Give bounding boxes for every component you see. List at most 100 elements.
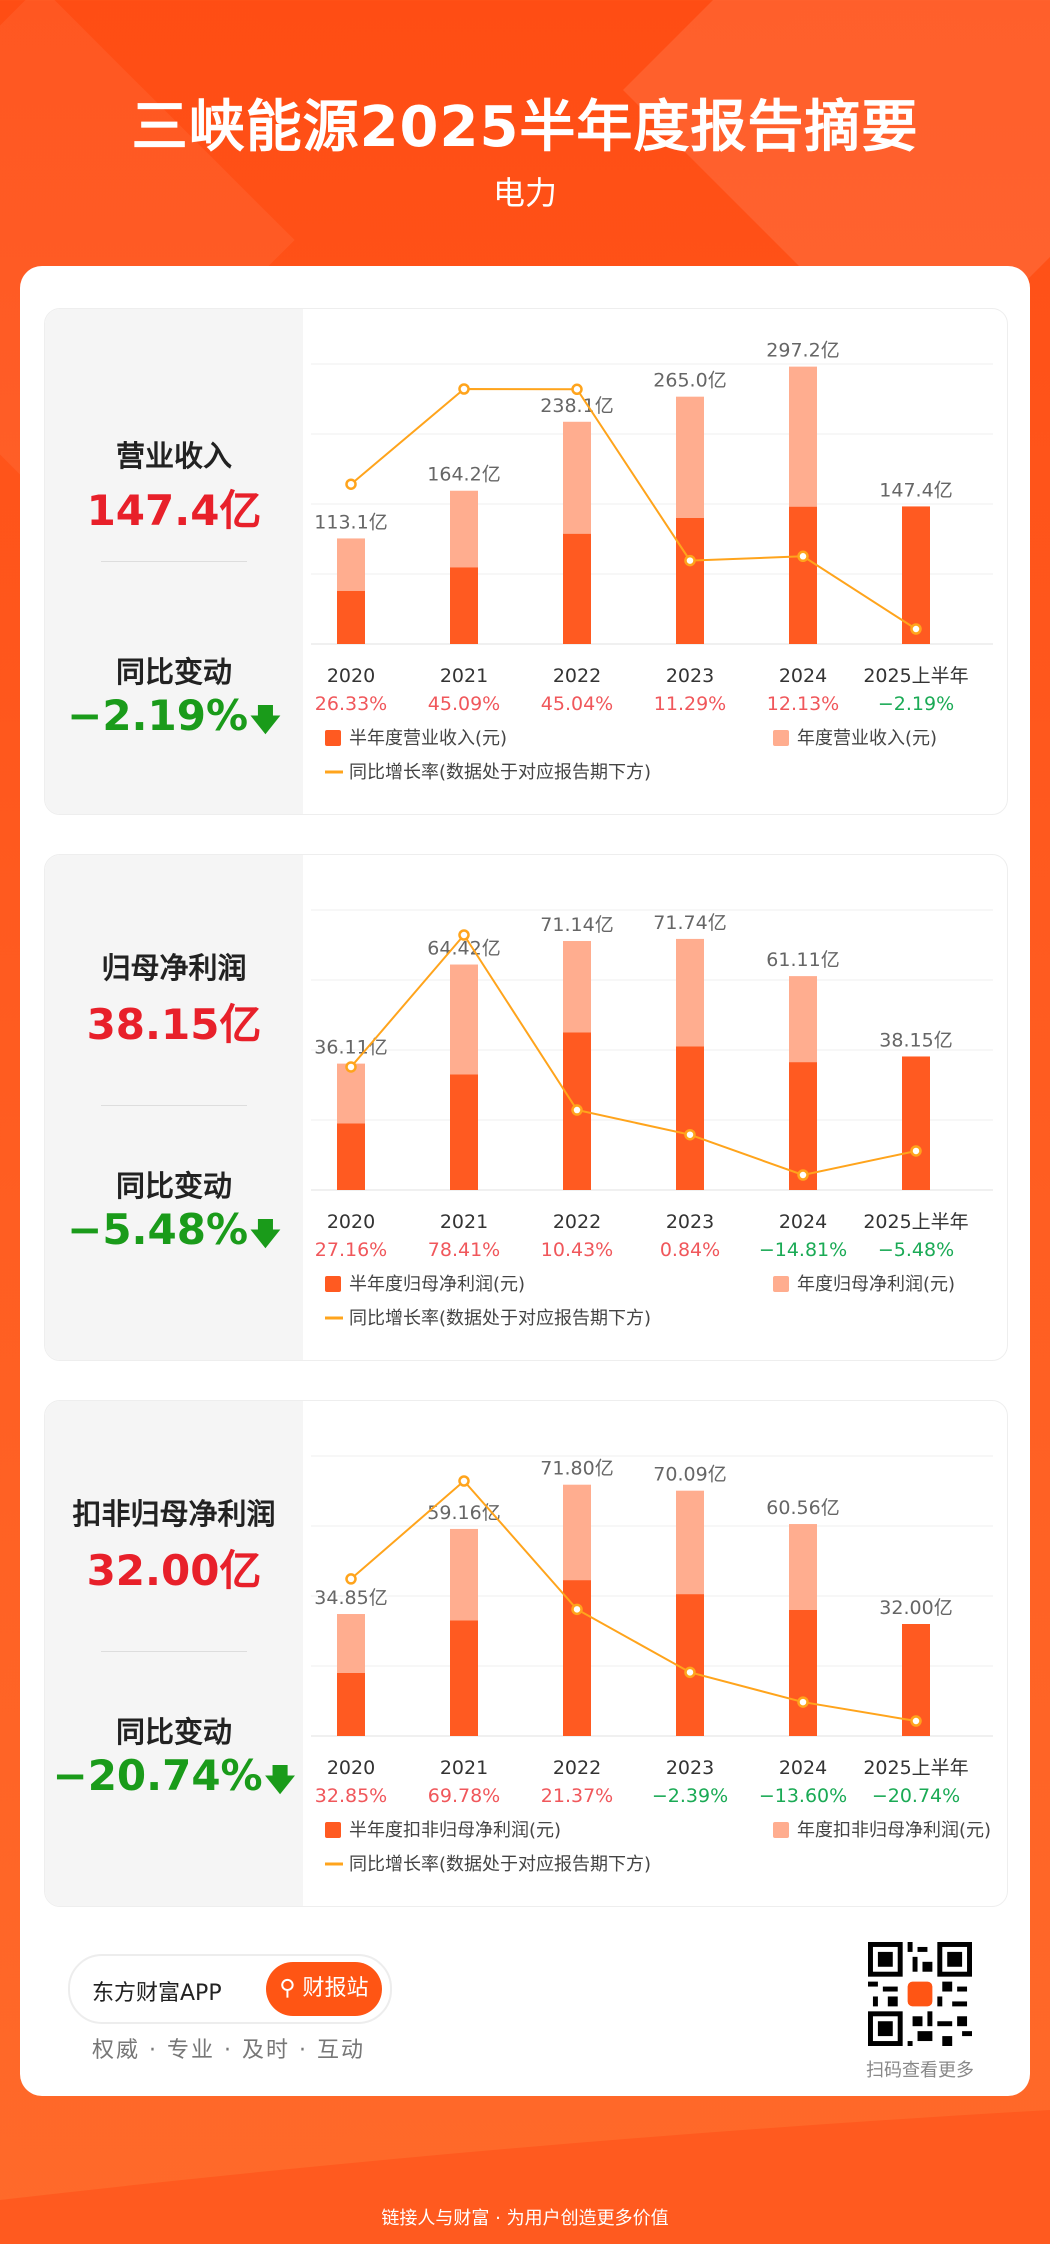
net-profit-panel: 归母净利润 38.15亿 同比变动 −5.48%🡇 36.11亿 2020 27.1…: [44, 854, 1008, 1361]
category-label: 2025上半年: [863, 665, 968, 687]
arrow-down-icon: 🡇: [250, 703, 281, 738]
bar-value-label: 265.0亿: [653, 370, 726, 392]
app-pill[interactable]: 东方财富APP ⚲ 财报站: [68, 1954, 392, 2024]
growth-label: 45.09%: [428, 693, 500, 715]
half-year-bar: [450, 1620, 478, 1736]
deducted-net-profit-panel: 扣非归母净利润 32.00亿 同比变动 −20.74%🡇 34.85亿 2020 3…: [44, 1400, 1008, 1907]
bar-value-label: 147.4亿: [879, 479, 952, 501]
change-percent: −2.19%: [67, 691, 249, 740]
bar-value-label: 71.74亿: [653, 912, 726, 934]
metric-summary: 营业收入 147.4亿 同比变动 −2.19%🡇: [45, 309, 303, 814]
metric-label: 营业收入: [115, 439, 232, 473]
bar-value-label: 64.42亿: [427, 938, 500, 960]
qr-code-icon[interactable]: [868, 1942, 972, 2046]
growth-point: [910, 1715, 922, 1727]
bar-value-label: 238.1亿: [540, 395, 613, 417]
growth-label: 10.43%: [541, 1239, 613, 1261]
metric-label: 归母净利润: [101, 951, 247, 985]
half-year-bar: [676, 518, 704, 644]
legend-label-half: 半年度营业收入(元): [349, 728, 507, 749]
divider: [101, 1105, 247, 1106]
growth-point: [684, 554, 696, 567]
growth-point: [345, 478, 357, 490]
half-year-bar: [337, 1673, 365, 1736]
change-label: 同比变动: [115, 1715, 232, 1749]
bar-value-label: 34.85亿: [314, 1587, 387, 1609]
change-value: −2.19%🡇: [45, 691, 303, 749]
category-label: 2020: [327, 1757, 375, 1779]
half-year-bar: [789, 1062, 817, 1190]
divider: [101, 561, 247, 562]
growth-point: [458, 929, 470, 941]
category-label: 2024: [779, 1211, 827, 1233]
growth-label: −5.48%: [878, 1239, 954, 1261]
growth-label: 32.85%: [315, 1785, 387, 1807]
bottom-wave: [0, 2110, 1050, 2244]
legend-swatch-half: [325, 1276, 341, 1292]
metric-value: 147.4亿: [86, 486, 262, 535]
half-year-bar: [676, 1594, 704, 1736]
growth-point: [797, 1169, 809, 1181]
half-year-bar: [450, 1074, 478, 1190]
legend-label-line: 同比增长率(数据处于对应报告期下方): [349, 1308, 651, 1329]
divider: [101, 1651, 247, 1652]
half-year-bar: [789, 506, 817, 644]
legend-swatch-half: [325, 730, 341, 746]
growth-label: 26.33%: [315, 693, 387, 715]
arrow-down-icon: 🡇: [264, 1763, 296, 1798]
category-label: 2023: [666, 1211, 714, 1233]
category-label: 2025上半年: [863, 1211, 968, 1233]
half-year-bar: [450, 567, 478, 644]
hero-banner: 三峡能源2025半年度报告摘要 电力: [0, 0, 1050, 495]
half-year-bar: [902, 506, 930, 644]
bar-value-label: 38.15亿: [879, 1029, 952, 1051]
growth-point: [910, 1145, 922, 1157]
category-label: 2022: [553, 665, 601, 687]
metric-summary: 归母净利润 38.15亿 同比变动 −5.48%🡇: [45, 855, 303, 1360]
bar-value-label: 60.56亿: [766, 1497, 839, 1519]
category-label: 2024: [779, 1757, 827, 1779]
bar-value-label: 59.16亿: [427, 1502, 500, 1524]
metric-label: 扣非归母净利润: [72, 1497, 276, 1531]
category-label: 2023: [666, 665, 714, 687]
legend-swatch-full: [773, 730, 789, 746]
growth-point: [910, 623, 922, 635]
change-label: 同比变动: [115, 1169, 232, 1203]
half-year-bar: [902, 1056, 930, 1190]
legend-label-half: 半年度归母净利润(元): [349, 1274, 525, 1295]
growth-line: [350, 1479, 917, 1722]
metric-value: 38.15亿: [86, 1000, 262, 1049]
bottom-slogan: 链接人与财富 · 为用户创造更多价值: [381, 2208, 669, 2229]
category-label: 2020: [327, 1211, 375, 1233]
app-name: 东方财富APP: [92, 1981, 222, 2006]
growth-point: [345, 1573, 357, 1585]
category-label: 2022: [553, 1757, 601, 1779]
growth-label: −2.19%: [878, 693, 954, 715]
growth-point: [684, 1128, 696, 1141]
bar-value-label: 113.1亿: [314, 511, 387, 533]
growth-point: [571, 383, 583, 396]
change-label: 同比变动: [115, 655, 232, 689]
bar-value-label: 70.09亿: [653, 1464, 726, 1486]
growth-label: −13.60%: [759, 1785, 847, 1807]
metric-summary: 扣非归母净利润 32.00亿 同比变动 −20.74%🡇: [45, 1401, 303, 1906]
growth-point: [345, 1061, 357, 1073]
growth-point: [458, 1475, 470, 1487]
category-label: 2021: [440, 1757, 488, 1779]
category-label: 2021: [440, 1211, 488, 1233]
bar-value-label: 297.2亿: [766, 340, 839, 362]
legend-swatch-full: [773, 1276, 789, 1292]
growth-label: 78.41%: [428, 1239, 500, 1261]
report-station-button[interactable]: ⚲ 财报站: [266, 1962, 382, 2016]
bar-value-label: 164.2亿: [427, 464, 500, 486]
legend-label-line: 同比增长率(数据处于对应报告期下方): [349, 762, 651, 783]
growth-label: 12.13%: [767, 693, 839, 715]
growth-line: [350, 933, 917, 1177]
bar-value-label: 32.00亿: [879, 1597, 952, 1619]
category-label: 2020: [327, 665, 375, 687]
change-value: −20.74%🡇: [45, 1751, 303, 1809]
legend-label-full: 年度营业收入(元): [797, 728, 937, 749]
revenue-chart: 113.1亿 2020 26.33% 164.2亿 2021 45.09% 238.1亿 20…: [311, 340, 993, 783]
category-label: 2024: [779, 665, 827, 687]
growth-point: [684, 1666, 696, 1679]
